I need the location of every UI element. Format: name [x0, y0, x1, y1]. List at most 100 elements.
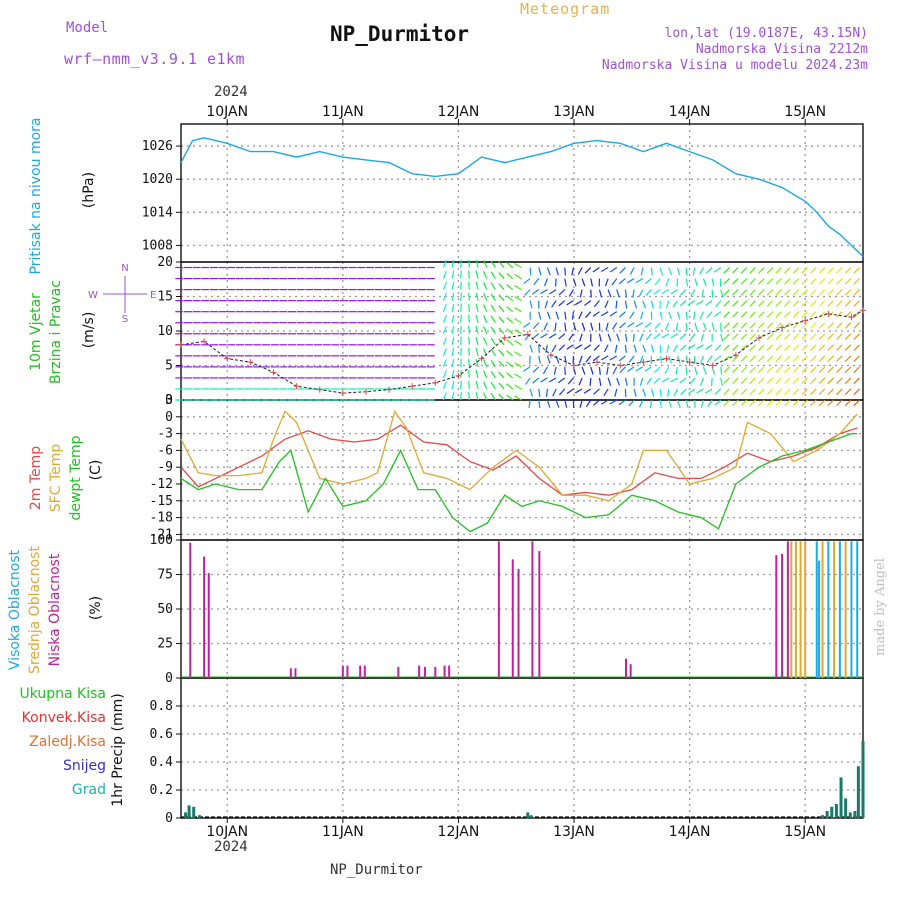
wind-arrow: [633, 344, 637, 353]
wind-arrow: [810, 355, 817, 362]
precip-bar: [197, 815, 201, 818]
wind-arrow: [740, 399, 748, 407]
wind-arrow: [543, 322, 548, 331]
wind-arrow: [694, 366, 698, 375]
wind-arrow: [498, 316, 505, 324]
wind-arrow: [714, 388, 722, 395]
wind-arrow: [632, 289, 635, 298]
wind-arrow: [475, 281, 479, 290]
ytick-label-cloud: 50: [157, 602, 173, 617]
wind-arrow: [585, 355, 592, 363]
cloud-bar: [775, 555, 778, 678]
wind-arrow: [723, 311, 730, 318]
wind-arrow: [720, 366, 723, 375]
wind-arrow: [551, 300, 557, 308]
wind-arrow: [836, 300, 843, 307]
wind-arrow: [679, 344, 687, 351]
wind-arrow: [554, 278, 557, 287]
wind-arrow: [644, 278, 652, 284]
wind-arrow: [601, 399, 609, 405]
ytick-label-wind: 15: [157, 290, 173, 305]
ytick-label-temperature: -21: [150, 527, 173, 542]
wind-arrow: [468, 336, 471, 345]
wind-arrow: [827, 355, 834, 362]
wind-arrow: [483, 304, 488, 312]
wind-arrow: [555, 311, 560, 320]
day-label-top: 14JAN: [669, 104, 711, 120]
wind-arrow: [490, 337, 496, 346]
wind-arrow: [532, 322, 540, 330]
day-label-top: 10JAN: [206, 104, 248, 120]
wind-arrow: [668, 267, 673, 276]
cloud-bar: [189, 542, 192, 678]
wind-arrow: [483, 315, 488, 323]
wind-arrow: [645, 333, 652, 341]
wind-arrow: [638, 399, 644, 408]
wind-arrow: [668, 311, 673, 320]
wind-arrow: [548, 333, 557, 339]
wind-arrow: [583, 344, 592, 350]
wind-arrow: [766, 322, 774, 329]
year-label-bottom: 2024: [214, 839, 248, 855]
wind-arrow: [506, 317, 514, 324]
temp-axis-title-dewpt: dewpt Temp: [68, 435, 84, 520]
wind-arrow: [844, 278, 852, 285]
wind-arrow: [810, 344, 817, 351]
temp-axis-unit: (C): [88, 460, 104, 481]
wind-arrow: [592, 355, 600, 362]
wind-arrow: [618, 355, 626, 362]
wind-arrow: [632, 333, 635, 342]
wind-arrow: [589, 377, 592, 386]
wind-arrow: [723, 289, 730, 296]
wind-arrow: [818, 300, 826, 307]
wind-arrow: [475, 358, 479, 368]
wind-arrow: [506, 261, 514, 268]
wind-arrow: [784, 311, 791, 318]
wind-arrow: [460, 391, 462, 401]
wind-arrow: [483, 293, 488, 301]
pressure-axis-title: Pritisak na nivou mora: [28, 117, 44, 274]
wind-arrow: [555, 399, 560, 408]
wind-arrow: [483, 337, 488, 346]
wind-arrow: [784, 289, 791, 296]
wind-arrow: [801, 267, 808, 274]
day-label-top: 13JAN: [553, 104, 595, 120]
wind-arrow: [732, 278, 739, 285]
wind-arrow: [572, 322, 577, 331]
wind-arrow: [451, 270, 455, 279]
wind-arrow: [766, 377, 774, 385]
ytick-label-temperature: 0: [165, 410, 173, 425]
wind-arrow: [740, 300, 748, 307]
wind-arrow: [577, 267, 583, 275]
wind-arrow: [740, 377, 748, 385]
wind-arrow: [853, 333, 860, 340]
wind-arrow: [629, 311, 635, 319]
wind-arrow: [498, 272, 505, 279]
wind-arrow: [578, 355, 583, 364]
wind-arrow: [853, 344, 860, 351]
wind-arrow: [792, 333, 800, 340]
wind-arrow: [609, 355, 618, 361]
wind-arrow: [844, 355, 852, 362]
wind-arrow: [715, 300, 722, 308]
wind-arrow: [585, 311, 592, 319]
wind-arrow: [749, 289, 756, 296]
wind-arrow: [740, 278, 748, 285]
wind-arrow: [593, 300, 600, 308]
wind-arrow: [784, 388, 791, 396]
wind-arrow: [568, 333, 574, 341]
wind-arrow: [650, 300, 654, 309]
wind-arrow: [758, 322, 765, 329]
wind-arrow: [581, 322, 586, 331]
precip-bar: [844, 798, 848, 818]
wind-arrow: [700, 333, 705, 342]
wind-arrow: [810, 399, 817, 407]
wind-arrow: [685, 311, 688, 320]
precip-bar: [856, 766, 860, 818]
wind-arrow: [775, 355, 782, 362]
wind-arrow: [792, 388, 800, 396]
wind-arrow: [758, 388, 765, 396]
wind-arrow: [442, 348, 447, 357]
wind-arrow: [564, 311, 567, 320]
wind-arrow: [579, 333, 583, 342]
